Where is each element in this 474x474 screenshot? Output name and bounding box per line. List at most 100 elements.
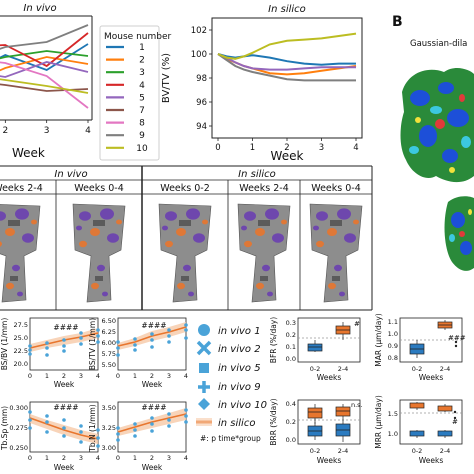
in-silico-ytick-102: 102 <box>191 26 207 36</box>
in-silico-ytick-98: 98 <box>196 74 207 84</box>
brr-cat-1: 0-2 <box>310 447 321 455</box>
brr-box-plot: n.s. 0.4 0.2 0.0 0-2 2-4 Weeks BRR (%/da… <box>269 398 363 465</box>
bsbv-ytick-1: 20.0 <box>14 360 28 368</box>
tbsp-xtick-2: 2 <box>62 454 66 462</box>
bstv-xtick-4: 4 <box>184 372 188 380</box>
in-silico-line-mouse-5 <box>217 53 356 71</box>
in-vivo-x-label: Week <box>12 146 45 160</box>
mar-ytick-1: 0.8 <box>388 354 398 362</box>
tbn-ytick-1: 3.00 <box>102 444 116 452</box>
in-silico-y-ticks: 94 96 98 100 102 <box>191 26 212 132</box>
render-table: In vivo In silico Weeks 2-4 Weeks 0-4 We… <box>0 165 373 311</box>
bstv-ytick-1: 5.50 <box>102 361 116 369</box>
bsbv-xlabel: Week <box>54 380 75 389</box>
panel-b: B Gaussian-dila <box>392 14 474 271</box>
panel-b-label: B <box>392 14 403 30</box>
bsbv-xtick-4: 4 <box>96 372 100 380</box>
in-silico-title: In silico <box>268 4 306 15</box>
tbsp-ylabel: Tb.Sp (mm) <box>0 406 9 451</box>
tbn-xtick-4: 4 <box>184 454 188 462</box>
bfr-cat-1: 0-2 <box>310 365 321 373</box>
legend-label-mouse-1: 1 <box>139 43 145 53</box>
panel-b-caption: Gaussian-dila <box>410 39 467 49</box>
tbn-ytick-3: 3.50 <box>102 404 116 412</box>
tbsp-plot: #### 0.300 0.275 0.250 0 1 2 3 4 Week Tb… <box>0 401 100 472</box>
in-vivo-line-mouse-10 <box>0 78 89 94</box>
bsbv-sig: #### <box>53 323 78 332</box>
in-silico-xtick-4: 4 <box>353 143 358 153</box>
legend-label-mouse-10: 10 <box>136 144 148 154</box>
in-vivo-line-mouse-3 <box>0 50 89 60</box>
tbn-ytick-2: 3.25 <box>102 424 116 432</box>
mrr-box-plot: # 1.5 1.0 0-2 2-4 Weeks MRR (μm/day) <box>374 395 463 465</box>
mar-sig: ### <box>448 334 466 342</box>
tbn-sig: #### <box>141 403 166 412</box>
tbsp-ytick-1: 0.250 <box>9 444 28 452</box>
bfr-box-plot: # 0.3 0.2 0.1 0.0 0-2 2-4 Weeks BFR (%/d… <box>269 317 361 382</box>
in-vivo-xtick-2: 2 <box>2 126 8 136</box>
in-silico-xtick-2: 2 <box>284 143 289 153</box>
bfr-cat-2: 2-4 <box>338 365 349 373</box>
tbsp-xtick-4: 4 <box>96 454 100 462</box>
brr-sig: n.s. <box>351 401 363 409</box>
brr-ytick-1: 0.0 <box>286 436 296 444</box>
bsbv-ytick-4: 27.5 <box>14 321 28 329</box>
bstv-xtick-1: 1 <box>133 372 137 380</box>
bone-renders <box>0 203 363 303</box>
legend-item-in-vivo-1: in vivo 1 <box>218 326 261 337</box>
brr-ytick-3: 0.4 <box>286 400 296 408</box>
bstv-xtick-0: 0 <box>116 372 120 380</box>
mar-cat-1: 0-2 <box>412 365 423 373</box>
in-vivo-x-ticks: 2 3 4 <box>2 120 91 136</box>
x-marker-icon <box>196 340 212 356</box>
tbn-xtick-1: 1 <box>133 454 137 462</box>
square-marker-icon <box>199 363 209 373</box>
in-vivo-xtick-3: 3 <box>44 126 50 136</box>
bstv-xlabel: Week <box>142 380 163 389</box>
bstv-ylabel: BS/TV (1/mm) <box>88 318 97 370</box>
bone-render-1 <box>0 204 41 303</box>
bsbv-xtick-2: 2 <box>62 372 66 380</box>
tbn-ylabel: Tb.N (1/mm) <box>88 404 97 453</box>
in-vivo-line-mouse-9 <box>0 24 89 50</box>
legend-title: Mouse number <box>104 32 171 42</box>
table-col-3: Weeks 0-2 <box>160 183 210 194</box>
bsbv-plot: #### 27.5 25.0 22.5 20.0 0 1 2 3 4 Week … <box>0 317 100 389</box>
legend-item-in-vivo-10: in vivo 10 <box>218 400 267 411</box>
marker-legend-icons <box>196 324 212 426</box>
bstv-plot: #### 6.50 6.25 6.00 5.75 5.50 0 1 2 3 4 … <box>88 317 188 389</box>
mrr-ytick-1: 1.0 <box>388 430 398 438</box>
in-vivo-legend: 1 2 3 4 5 7 8 9 10 <box>106 43 148 154</box>
in-silico-line-mouse-9 <box>217 53 356 82</box>
legend-label-mouse-5: 5 <box>139 93 145 103</box>
in-vivo-line-mouse-4 <box>0 32 89 68</box>
bstv-xtick-3: 3 <box>167 372 171 380</box>
mar-ytick-2: 0.9 <box>388 342 398 350</box>
mrr-ylabel: MRR (μm/day) <box>374 395 383 449</box>
tbsp-xtick-0: 0 <box>28 454 32 462</box>
plus-marker-icon <box>198 381 210 393</box>
marker-legend: in vivo 1 in vivo 2 in vivo 5 in vivo 9 … <box>196 324 267 443</box>
mar-ytick-3: 1.0 <box>388 330 398 338</box>
table-group-in-silico: In silico <box>238 169 276 180</box>
mar-box-plot: ### 1.1 1.0 0.9 0.8 0-2 2-4 Weeks MAR (μ… <box>374 313 466 382</box>
bone-render-5 <box>309 203 363 303</box>
bstv-ytick-3: 6.00 <box>102 339 116 347</box>
bfr-ytick-2: 0.1 <box>286 343 296 351</box>
in-vivo-xtick-4: 4 <box>85 126 91 136</box>
table-col-4: Weeks 2-4 <box>239 183 289 194</box>
mrr-xlabel: Weeks <box>419 456 444 465</box>
bsbv-xtick-3: 3 <box>79 372 83 380</box>
tbn-xtick-0: 0 <box>116 454 120 462</box>
bone-render-4 <box>237 203 291 303</box>
mrr-ytick-2: 1.5 <box>388 410 398 418</box>
bstv-ytick-5: 6.50 <box>102 317 116 325</box>
bfr-xlabel: Weeks <box>317 373 342 382</box>
legend-label-mouse-7: 7 <box>139 106 145 116</box>
bone-render-3 <box>158 203 212 303</box>
legend-label-mouse-3: 3 <box>139 68 145 78</box>
legend-label-mouse-9: 9 <box>139 131 145 141</box>
in-silico-plot: In silico 94 96 98 100 102 0 1 2 3 4 BV/TV (%) W… <box>161 4 363 163</box>
legend-label-mouse-4: 4 <box>139 81 145 91</box>
